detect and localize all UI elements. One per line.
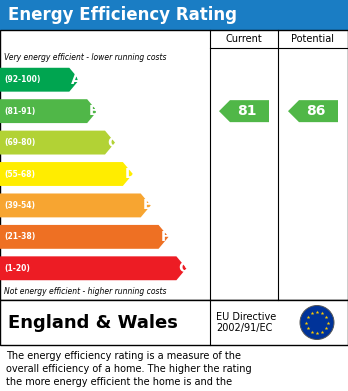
Polygon shape <box>0 99 97 123</box>
Bar <box>0 300 348 345</box>
Text: C: C <box>107 136 117 150</box>
Text: (1-20): (1-20) <box>4 264 30 273</box>
Text: (81-91): (81-91) <box>4 107 35 116</box>
Text: (69-80): (69-80) <box>4 138 35 147</box>
Text: Energy Efficiency Rating: Energy Efficiency Rating <box>8 6 237 24</box>
Polygon shape <box>0 256 187 280</box>
Polygon shape <box>219 100 269 122</box>
Bar <box>0 0 348 30</box>
Text: 81: 81 <box>237 104 256 118</box>
Text: Not energy efficient - higher running costs: Not energy efficient - higher running co… <box>4 287 166 296</box>
Text: 2002/91/EC: 2002/91/EC <box>216 323 272 332</box>
Text: EU Directive: EU Directive <box>216 312 276 323</box>
Polygon shape <box>288 100 338 122</box>
Text: E: E <box>143 198 152 212</box>
Text: The energy efficiency rating is a measure of the
overall efficiency of a home. T: The energy efficiency rating is a measur… <box>6 351 252 391</box>
Text: Current: Current <box>226 34 262 44</box>
Ellipse shape <box>300 305 334 339</box>
Text: (39-54): (39-54) <box>4 201 35 210</box>
Text: (92-100): (92-100) <box>4 75 40 84</box>
Polygon shape <box>0 225 168 249</box>
Text: England & Wales: England & Wales <box>8 314 178 332</box>
Text: Very energy efficient - lower running costs: Very energy efficient - lower running co… <box>4 52 166 61</box>
Polygon shape <box>0 68 79 91</box>
Text: D: D <box>125 167 136 181</box>
Text: F: F <box>160 230 170 244</box>
Text: (55-68): (55-68) <box>4 170 35 179</box>
Text: (21-38): (21-38) <box>4 232 35 241</box>
Polygon shape <box>0 131 115 154</box>
Bar <box>0 30 348 300</box>
Text: A: A <box>71 73 82 87</box>
Text: 86: 86 <box>306 104 325 118</box>
Text: Potential: Potential <box>292 34 334 44</box>
Text: B: B <box>89 104 100 118</box>
Polygon shape <box>0 194 151 217</box>
Polygon shape <box>0 162 133 186</box>
Text: G: G <box>179 261 190 275</box>
